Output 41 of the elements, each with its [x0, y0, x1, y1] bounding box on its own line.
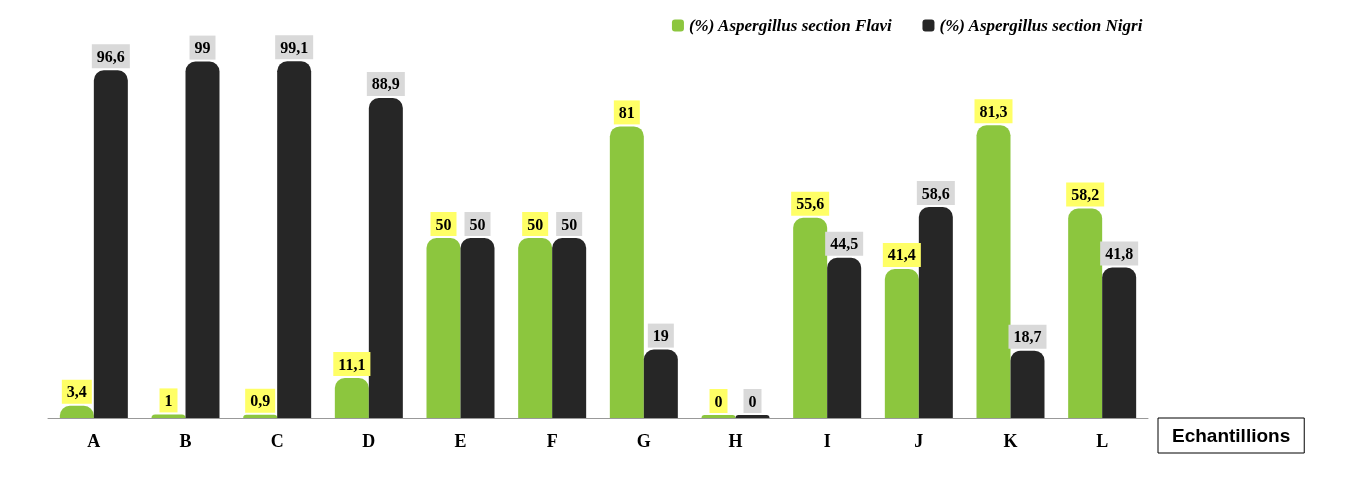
bar: [243, 414, 278, 418]
data-label: 41,4: [887, 246, 916, 264]
x-tick-label: E: [454, 431, 467, 451]
data-label: 50: [527, 215, 544, 233]
data-label: 0,9: [250, 392, 271, 410]
data-label: 99,1: [280, 38, 309, 56]
x-tick-label: K: [1003, 431, 1018, 451]
x-tick-label: D: [362, 431, 376, 451]
data-label: 58,2: [1071, 185, 1100, 203]
data-label: 0: [714, 392, 723, 410]
x-tick-label: I: [823, 431, 831, 451]
data-label: 50: [469, 215, 486, 233]
data-label: 3,4: [66, 383, 87, 401]
data-label: 11,1: [338, 355, 366, 373]
x-axis-title: Echantillions: [1172, 425, 1291, 446]
data-label: 81: [618, 103, 635, 121]
legend-label: (%) Aspergillus section Nigri: [939, 16, 1143, 35]
x-tick-label: C: [270, 431, 284, 451]
data-label: 96,6: [96, 47, 125, 65]
x-tick-label: A: [87, 431, 101, 451]
data-label: 81,3: [979, 102, 1008, 120]
data-label: 50: [435, 215, 452, 233]
x-tick-label: F: [546, 431, 558, 451]
x-tick-label: H: [728, 431, 743, 451]
legend-label: (%) Aspergillus section Flavi: [688, 16, 893, 35]
x-tick-label: J: [914, 431, 924, 451]
data-label: 44,5: [830, 235, 859, 253]
data-label: 18,7: [1013, 328, 1042, 346]
data-label: 55,6: [796, 195, 825, 213]
data-label: 0: [748, 392, 757, 410]
data-label: 50: [561, 215, 578, 233]
x-tick-label: L: [1096, 431, 1109, 451]
data-label: 19: [652, 327, 669, 345]
data-label: 1: [164, 391, 173, 409]
data-label: 88,9: [371, 75, 400, 93]
x-tick-label: B: [179, 431, 192, 451]
data-label: 58,6: [921, 184, 950, 202]
data-label: 41,8: [1105, 245, 1134, 263]
x-tick-label: G: [636, 431, 651, 451]
bar: [151, 414, 186, 418]
data-label: 99: [194, 39, 211, 57]
